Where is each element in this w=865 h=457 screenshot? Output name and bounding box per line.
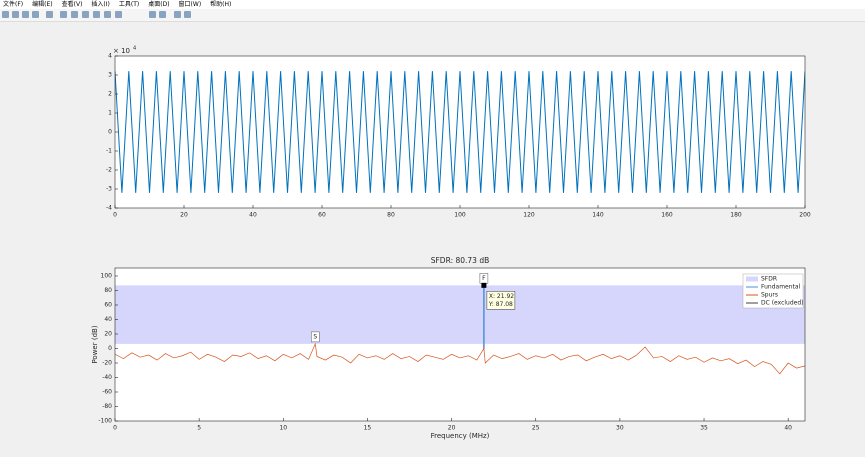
x-tick-label: 20 xyxy=(448,425,456,432)
tool-icon[interactable] xyxy=(184,11,191,18)
menu-item[interactable]: 文件(F) xyxy=(3,1,24,8)
legend-label: DC (excluded) xyxy=(761,300,804,307)
y-tick-label: 0 xyxy=(108,129,112,136)
datatip-point xyxy=(481,282,487,288)
sfdr-band xyxy=(115,285,805,344)
y-tick-label: 2 xyxy=(108,91,112,98)
marker-label: F xyxy=(482,275,486,282)
x-tick-label: 140 xyxy=(592,212,604,219)
tool-icon[interactable] xyxy=(12,11,19,18)
menu-item[interactable]: 编辑(E) xyxy=(32,1,53,8)
y-tick-label: 0 xyxy=(108,345,112,352)
y-axis-label: Power (dB) xyxy=(91,325,99,363)
x-tick-label: 35 xyxy=(700,425,708,432)
spur-line xyxy=(115,342,805,375)
chart-title: SFDR: 80.73 dB xyxy=(431,256,490,265)
y-tick-label: 80 xyxy=(104,287,112,294)
y-tick-label: -4 xyxy=(106,205,112,212)
x-tick-label: 20 xyxy=(180,212,188,219)
y-tick-label: 20 xyxy=(104,330,112,337)
legend-label: Fundamental xyxy=(761,284,801,291)
y-tick-label: -40 xyxy=(102,374,112,381)
tool-icon[interactable] xyxy=(174,11,181,18)
x-tick-label: 0 xyxy=(113,212,117,219)
axes-frame xyxy=(114,267,806,422)
signal-line xyxy=(115,71,805,193)
x-tick-label: 40 xyxy=(249,212,257,219)
menu-item[interactable]: 工具(T) xyxy=(118,1,140,8)
tool-icon[interactable] xyxy=(93,11,100,18)
tool-icon[interactable] xyxy=(71,11,78,18)
x-tick-label: 30 xyxy=(616,425,624,432)
tool-icon[interactable] xyxy=(159,11,166,18)
exponent-base: × 10 xyxy=(113,47,130,55)
x-tick-label: 0 xyxy=(113,425,117,432)
tool-icon[interactable] xyxy=(149,11,156,18)
datatip-text: Y: 87.08 xyxy=(488,301,513,308)
datatip-text: X: 21.92 xyxy=(489,293,514,300)
x-tick-label: 60 xyxy=(318,212,326,219)
x-tick-label: 160 xyxy=(661,212,673,219)
y-tick-label: -100 xyxy=(98,418,112,425)
y-tick-label: 100 xyxy=(101,272,113,279)
y-tick-label: 1 xyxy=(108,110,112,117)
x-tick-label: 200 xyxy=(799,212,811,219)
x-tick-label: 40 xyxy=(784,425,792,432)
y-tick-label: 3 xyxy=(108,72,112,79)
x-tick-label: 15 xyxy=(364,425,372,432)
menu-item[interactable]: 插入(I) xyxy=(91,1,110,8)
plot-layer xyxy=(115,285,805,375)
menu-item[interactable]: 窗口(W) xyxy=(178,1,202,8)
y-tick-label: -60 xyxy=(102,388,112,395)
y-tick-label: -3 xyxy=(106,186,112,193)
toolbar xyxy=(0,9,865,22)
y-tick-label: -20 xyxy=(102,359,112,366)
x-tick-label: 120 xyxy=(523,212,535,219)
y-tick-label: 60 xyxy=(104,301,112,308)
x-tick-label: 100 xyxy=(454,212,466,219)
legend-label: SFDR xyxy=(761,276,777,283)
x-tick-label: 10 xyxy=(279,425,287,432)
y-tick-label: -2 xyxy=(106,167,112,174)
tool-icon[interactable] xyxy=(104,11,111,18)
legend-swatch xyxy=(746,276,758,282)
menu-item[interactable]: 桌面(D) xyxy=(148,1,170,8)
menu-item[interactable]: 帮助(H) xyxy=(210,1,232,8)
plot-area xyxy=(115,56,805,208)
x-tick-label: 180 xyxy=(730,212,742,219)
tool-icon[interactable] xyxy=(2,11,9,18)
x-axis-label: Frequency (MHz) xyxy=(431,432,490,440)
y-tick-label: -80 xyxy=(102,403,112,410)
tool-icon[interactable] xyxy=(115,11,122,18)
x-tick-label: 5 xyxy=(197,425,201,432)
plot-layer xyxy=(115,71,805,193)
y-tick-label: 4 xyxy=(108,53,112,60)
tool-icon[interactable] xyxy=(60,11,67,18)
tool-icon[interactable] xyxy=(32,11,39,18)
menu-bar: 文件(F) 编辑(E) 查看(V) 插入(I) 工具(T) 桌面(D) 窗口(W) 帮助(H) xyxy=(0,0,865,9)
exponent: 4 xyxy=(133,46,136,52)
tool-icon[interactable] xyxy=(22,11,29,18)
marker-label: S xyxy=(313,333,317,340)
x-tick-label: 25 xyxy=(532,425,540,432)
y-tick-label: 40 xyxy=(104,316,112,323)
menu-item[interactable]: 查看(V) xyxy=(61,1,83,8)
y-tick-label: -1 xyxy=(106,148,112,155)
legend-label: Spurs xyxy=(761,292,778,299)
tool-icon[interactable] xyxy=(46,11,53,18)
x-tick-label: 80 xyxy=(387,212,395,219)
tool-icon[interactable] xyxy=(82,11,89,18)
marker-box xyxy=(311,331,320,343)
datatip-box xyxy=(486,291,516,310)
